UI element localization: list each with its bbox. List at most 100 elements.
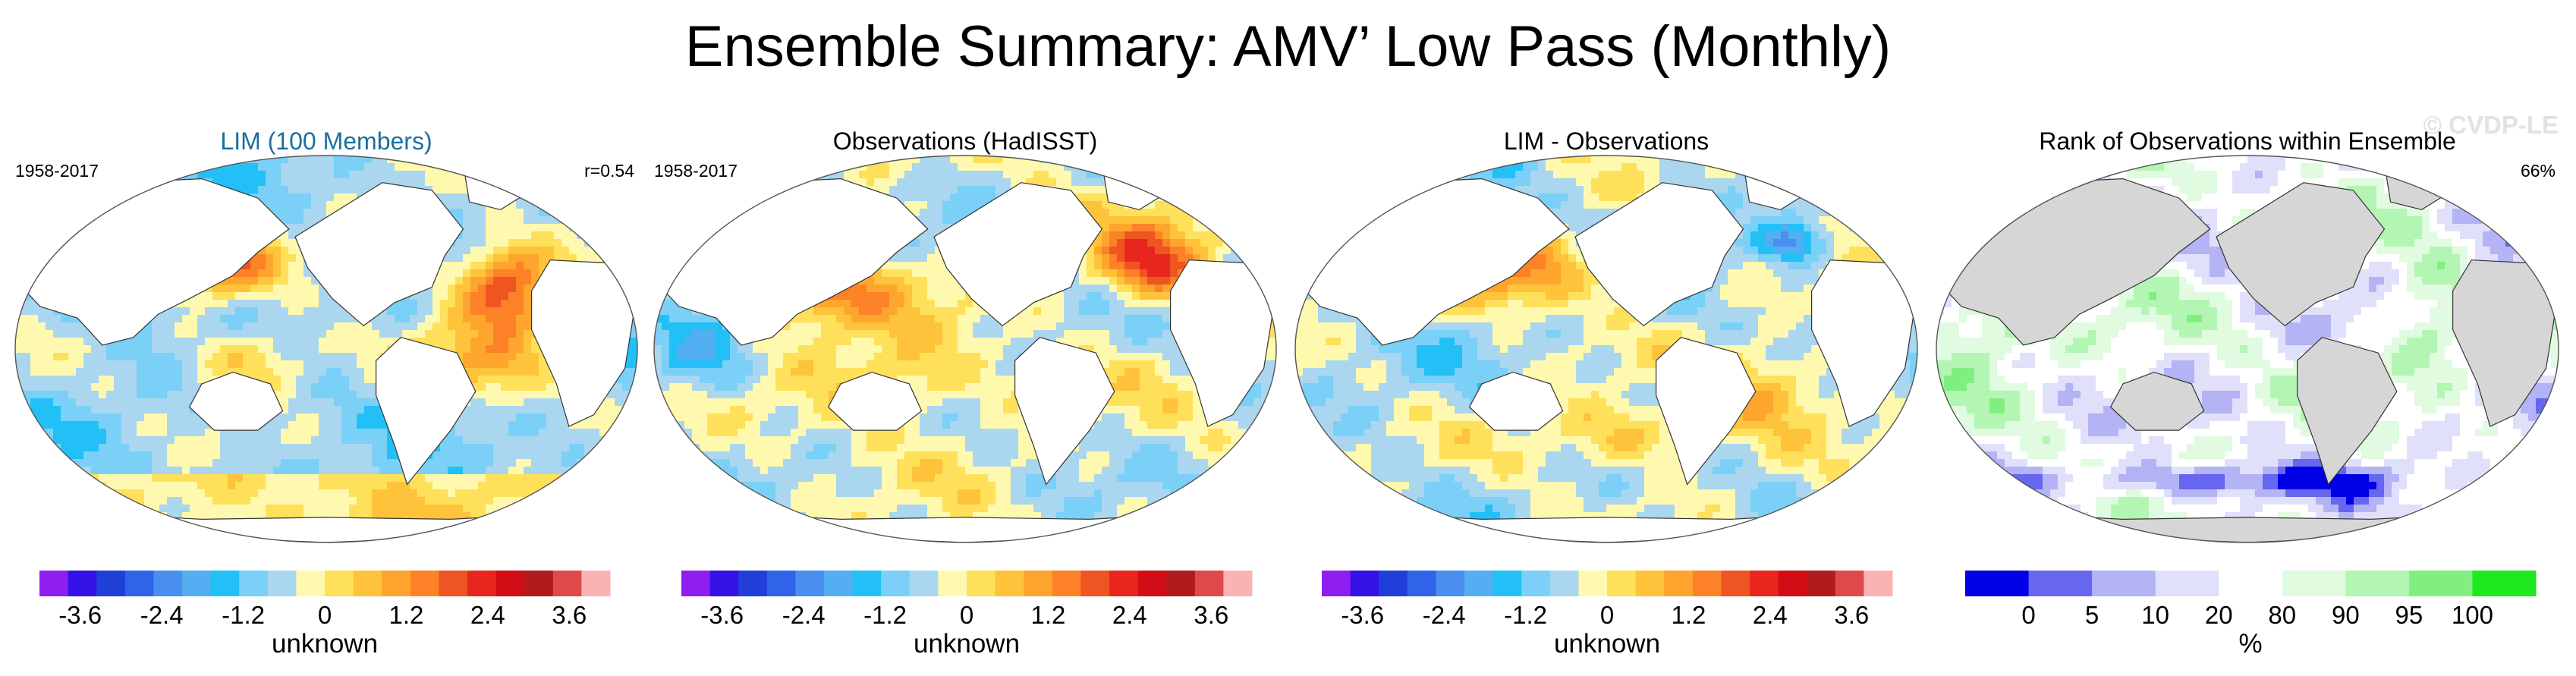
colorbar-swatch (2155, 571, 2219, 596)
colorbar-swatch (1137, 571, 1167, 596)
map-panel-2: Observations (HadISST)1958-2017-3.6 -2.4-… (653, 127, 1277, 659)
colorbar-swatch (2092, 571, 2156, 596)
colorbar-tick-label: 90 (2332, 601, 2360, 629)
colorbar-tick-label: 100 (2452, 601, 2493, 629)
colorbar-tick-label: -2.4 (140, 601, 184, 629)
landmass-australia (827, 371, 923, 431)
colorbar-swatch (852, 571, 882, 596)
colorbar-tick-label: 80 (2268, 601, 2296, 629)
colorbar-tick-label: 0 (960, 601, 973, 629)
colorbar-swatch (1379, 571, 1408, 596)
colorbar-tick-label: 3.6 (552, 601, 587, 629)
landmass-australia (1468, 371, 1564, 431)
colorbar-swatch (1109, 571, 1139, 596)
colorbar-swatch (1166, 571, 1196, 596)
panel-title: Rank of Observations within Ensemble (2039, 127, 2456, 155)
colorbar-swatch (995, 571, 1024, 596)
stat-label: 66% (2521, 161, 2556, 181)
colorbar-tick-label: -3.6 (700, 601, 744, 629)
colorbar-tick-label: 0 (318, 601, 332, 629)
colorbar-swatch (1750, 571, 1779, 596)
period-label: 1958-2017 (15, 161, 99, 181)
colorbar-tick-label: 1.2 (1671, 601, 1706, 629)
colorbar-tick-label: -3.6 (58, 601, 102, 629)
colorbar-tick-label: 2.4 (1112, 601, 1147, 629)
colorbar-label: unknown (1554, 629, 1660, 659)
colorbar-swatch (325, 571, 354, 596)
colorbar-swatch (795, 571, 825, 596)
colorbar-swatch (68, 571, 97, 596)
colorbar-swatch (909, 571, 939, 596)
panel-title: LIM (100 Members) (220, 127, 432, 155)
map-outline (1936, 155, 2559, 543)
colorbar-tick-label: 2.4 (1753, 601, 1788, 629)
colorbar: -3.6 -2.4 -1.2 0 1.2 2.4 3.6 unknown (1322, 571, 1893, 659)
colorbar: 0 5 10 20 80 90 95 100% (1965, 571, 2537, 659)
colorbar-swatch (267, 571, 297, 596)
colorbar-tick-label: 95 (2395, 601, 2423, 629)
colorbar-swatch (239, 571, 269, 596)
colorbar-tick-label: -3.6 (1341, 601, 1384, 629)
period-label: 1958-2017 (654, 161, 738, 181)
colorbar-swatch (1965, 571, 2030, 596)
colorbar-swatch (2219, 571, 2283, 596)
colorbar-swatch (439, 571, 468, 596)
colorbar-swatch (467, 571, 497, 596)
colorbar-tick-label: 5 (2085, 601, 2099, 629)
colorbar-swatch (353, 571, 382, 596)
map-outline (653, 155, 1277, 543)
colorbar-swatch (967, 571, 996, 596)
colorbar-swatch (1350, 571, 1379, 596)
watermark: © CVDP-LE (2423, 111, 2559, 139)
colorbar-swatch (1492, 571, 1522, 596)
colorbar-tick-label: 20 (2205, 601, 2233, 629)
landmass-samerica (2297, 337, 2398, 486)
field-layer (654, 156, 1276, 542)
colorbar-swatch (1635, 571, 1665, 596)
colorbar-swatch (1052, 571, 1081, 596)
colorbar-swatch (495, 571, 525, 596)
colorbar-swatch (39, 571, 69, 596)
colorbar-swatch (581, 571, 611, 596)
colorbar-swatch (2282, 571, 2346, 596)
stat-label: r=0.54 (584, 161, 634, 181)
colorbar-swatch (96, 571, 126, 596)
colorbar-swatch (1223, 571, 1253, 596)
landmass-samerica (1014, 337, 1115, 486)
colorbar-tick-label: 2.4 (470, 601, 505, 629)
colorbar-swatch (1835, 571, 1864, 596)
map-panel-4: Rank of Observations within Ensemble 66% 0… (1936, 127, 2559, 659)
colorbar-swatch (1578, 571, 1608, 596)
colorbar-swatch (1322, 571, 1351, 596)
colorbar-swatch (1807, 571, 1836, 596)
landmass-namerica (2216, 182, 2386, 327)
colorbar-swatch (738, 571, 768, 596)
colorbar-label: unknown (272, 629, 378, 659)
colorbar-swatch (1464, 571, 1494, 596)
colorbar-swatch (1778, 571, 1807, 596)
colorbar-swatch (410, 571, 439, 596)
colorbar-swatch (881, 571, 911, 596)
colorbar-tick-label: 0 (2021, 601, 2035, 629)
colorbar-swatch (1864, 571, 1893, 596)
landmass-australia (188, 371, 284, 431)
colorbar-label: unknown (914, 629, 1020, 659)
colorbar-swatch (182, 571, 212, 596)
colorbar-tick-label: -1.2 (222, 601, 265, 629)
field-layer (15, 156, 637, 542)
field-layer (1936, 156, 2559, 542)
colorbar-swatch (1607, 571, 1637, 596)
colorbar-swatch (938, 571, 967, 596)
colorbar-swatch (2472, 571, 2537, 596)
colorbar-swatch (824, 571, 854, 596)
figure-title: Ensemble Summary: AMV’ Low Pass (Monthly… (684, 14, 1892, 79)
colorbar-swatch (153, 571, 183, 596)
colorbar-swatch (2028, 571, 2093, 596)
colorbar: -3.6 -2.4 -1.2 0 1.2 2.4 3.6 unknown (39, 571, 611, 659)
colorbar-tick-label: -1.2 (1504, 601, 1547, 629)
landmass-samerica (376, 337, 477, 486)
colorbar-label: % (2238, 629, 2262, 659)
map-panel-3: LIM - Observations -3.6 -2.4 -1.2 0 1.2 2.4 3.6… (1294, 127, 1918, 659)
colorbar-swatch (1194, 571, 1224, 596)
